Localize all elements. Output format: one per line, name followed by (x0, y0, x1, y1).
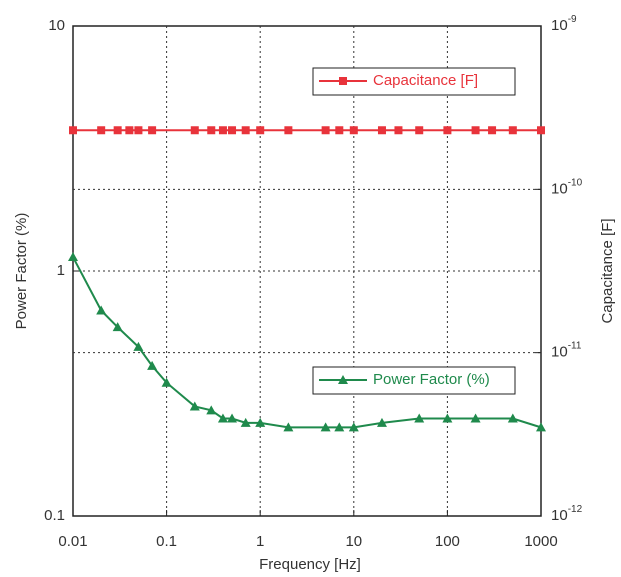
x-tick-label: 0.1 (156, 533, 177, 550)
data-point (378, 126, 386, 134)
chart: Frequency [Hz] Power Factor (%) Capacita… (0, 0, 621, 577)
data-point (148, 126, 156, 134)
legend-marker (339, 77, 347, 85)
data-point (97, 126, 105, 134)
data-point (335, 126, 343, 134)
data-point (134, 126, 142, 134)
data-point (415, 126, 423, 134)
data-point (350, 126, 358, 134)
y2-tick-label: 10-10 (551, 177, 583, 197)
legend-label: Power Factor (%) (373, 371, 490, 388)
data-point (443, 126, 451, 134)
data-point (509, 126, 517, 134)
x-tick-label: 1000 (524, 533, 557, 550)
y2-tick-label: 10-12 (551, 504, 583, 524)
x-tick-label: 10 (345, 533, 362, 550)
series-line (73, 257, 541, 427)
data-point (68, 252, 78, 261)
data-point (472, 126, 480, 134)
data-point (284, 126, 292, 134)
y2-tick-label: 10-9 (551, 14, 577, 34)
data-point (191, 126, 199, 134)
data-point (207, 126, 215, 134)
data-point (114, 126, 122, 134)
data-point (228, 126, 236, 134)
y-axis-label: Power Factor (%) (13, 213, 30, 330)
x-tick-label: 1 (256, 533, 264, 550)
data-point (394, 126, 402, 134)
y2-tick-label: 10-11 (551, 340, 582, 360)
legend-label: Capacitance [F] (373, 72, 478, 89)
x-axis-label: Frequency [Hz] (259, 556, 361, 573)
data-point (69, 126, 77, 134)
data-point (488, 126, 496, 134)
data-point (537, 126, 545, 134)
y-tick-label: 1 (57, 262, 65, 279)
x-tick-label: 100 (435, 533, 460, 550)
x-tick-label: 0.01 (58, 533, 87, 550)
data-point (322, 126, 330, 134)
y-tick-label: 10 (48, 17, 65, 34)
data-point (242, 126, 250, 134)
data-point (96, 305, 106, 314)
data-point (125, 126, 133, 134)
data-point (256, 126, 264, 134)
y-tick-label: 0.1 (44, 507, 65, 524)
data-point (219, 126, 227, 134)
y2-axis-label: Capacitance [F] (599, 218, 616, 323)
